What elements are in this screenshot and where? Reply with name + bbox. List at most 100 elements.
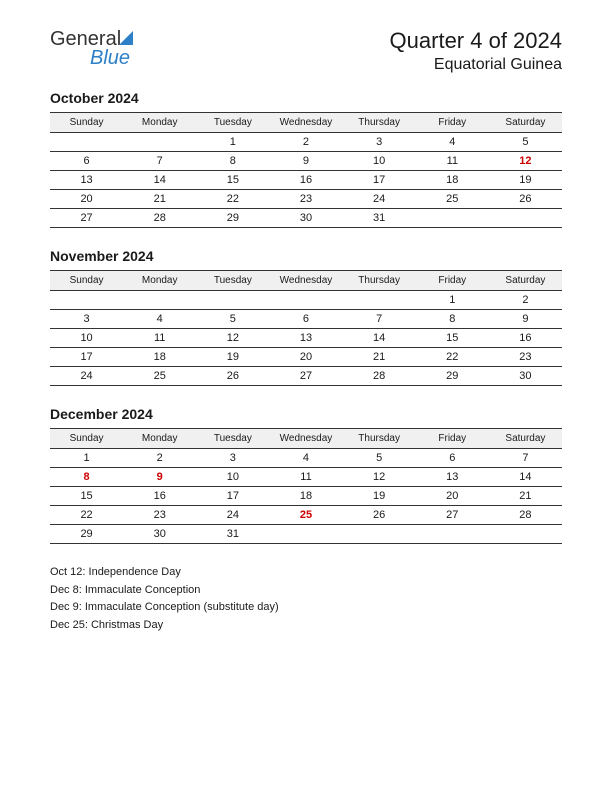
calendar-cell: 17 bbox=[50, 348, 123, 367]
calendar-cell: 31 bbox=[343, 209, 416, 228]
calendar-cell: 5 bbox=[196, 310, 269, 329]
calendar-cell: 19 bbox=[489, 171, 562, 190]
day-header: Sunday bbox=[50, 271, 123, 291]
calendar-cell: 11 bbox=[416, 152, 489, 171]
calendar-cell: 14 bbox=[489, 468, 562, 487]
calendar-cell bbox=[489, 209, 562, 228]
day-header: Saturday bbox=[489, 429, 562, 449]
calendar-row: 22232425262728 bbox=[50, 506, 562, 525]
day-header: Sunday bbox=[50, 429, 123, 449]
calendar-cell: 2 bbox=[123, 449, 196, 468]
calendar-cell: 26 bbox=[343, 506, 416, 525]
calendar-cell bbox=[416, 525, 489, 544]
calendar-cell: 23 bbox=[123, 506, 196, 525]
day-header: Wednesday bbox=[269, 429, 342, 449]
calendar-cell: 13 bbox=[269, 329, 342, 348]
calendar-cell: 4 bbox=[123, 310, 196, 329]
calendar-cell bbox=[123, 133, 196, 152]
calendar-row: 2728293031 bbox=[50, 209, 562, 228]
month-block: December 2024 SundayMondayTuesdayWednesda… bbox=[50, 406, 562, 544]
calendar-cell: 12 bbox=[343, 468, 416, 487]
calendar-cell: 9 bbox=[123, 468, 196, 487]
day-header: Tuesday bbox=[196, 113, 269, 133]
calendar-cell bbox=[50, 291, 123, 310]
calendar-cell: 7 bbox=[343, 310, 416, 329]
calendar-cell: 27 bbox=[50, 209, 123, 228]
calendar-cell: 8 bbox=[50, 468, 123, 487]
holiday-item: Oct 12: Independence Day bbox=[50, 564, 562, 581]
calendar-cell: 10 bbox=[50, 329, 123, 348]
calendar-row: 20212223242526 bbox=[50, 190, 562, 209]
calendar-cell: 26 bbox=[196, 367, 269, 386]
calendar-cell: 3 bbox=[196, 449, 269, 468]
calendar-cell: 18 bbox=[123, 348, 196, 367]
calendar-cell bbox=[123, 291, 196, 310]
calendar-cell: 27 bbox=[269, 367, 342, 386]
calendar-cell: 10 bbox=[196, 468, 269, 487]
calendar-cell: 11 bbox=[269, 468, 342, 487]
calendar-cell: 24 bbox=[343, 190, 416, 209]
calendar-cell: 6 bbox=[416, 449, 489, 468]
calendar-cell: 7 bbox=[489, 449, 562, 468]
calendar-cell: 27 bbox=[416, 506, 489, 525]
calendar-cell: 11 bbox=[123, 329, 196, 348]
calendar-row: 17181920212223 bbox=[50, 348, 562, 367]
holiday-item: Dec 25: Christmas Day bbox=[50, 617, 562, 634]
calendar-cell: 24 bbox=[196, 506, 269, 525]
logo-blue-text: Blue bbox=[90, 47, 133, 70]
calendar-cell: 31 bbox=[196, 525, 269, 544]
calendar-cell: 18 bbox=[269, 487, 342, 506]
calendar-cell: 2 bbox=[489, 291, 562, 310]
calendar-row: 12345 bbox=[50, 133, 562, 152]
calendar-cell: 30 bbox=[123, 525, 196, 544]
day-header: Monday bbox=[123, 429, 196, 449]
calendar-cell: 20 bbox=[269, 348, 342, 367]
calendar-table: SundayMondayTuesdayWednesdayThursdayFrid… bbox=[50, 270, 562, 386]
holiday-item: Dec 9: Immaculate Conception (substitute… bbox=[50, 599, 562, 616]
calendar-cell: 22 bbox=[50, 506, 123, 525]
calendar-cell: 29 bbox=[50, 525, 123, 544]
day-header: Tuesday bbox=[196, 429, 269, 449]
day-header: Thursday bbox=[343, 271, 416, 291]
calendar-cell: 25 bbox=[269, 506, 342, 525]
calendar-cell: 4 bbox=[269, 449, 342, 468]
calendar-cell bbox=[343, 525, 416, 544]
calendar-cell bbox=[196, 291, 269, 310]
calendar-cell: 21 bbox=[123, 190, 196, 209]
calendar-cell: 1 bbox=[196, 133, 269, 152]
calendar-cell: 1 bbox=[50, 449, 123, 468]
calendar-cell: 20 bbox=[50, 190, 123, 209]
quarter-title: Quarter 4 of 2024 bbox=[390, 28, 562, 54]
calendar-cell: 19 bbox=[196, 348, 269, 367]
calendar-cell bbox=[343, 291, 416, 310]
calendar-cell: 5 bbox=[489, 133, 562, 152]
title-block: Quarter 4 of 2024 Equatorial Guinea bbox=[390, 28, 562, 74]
day-header: Monday bbox=[123, 113, 196, 133]
calendar-cell: 30 bbox=[269, 209, 342, 228]
calendar-cell bbox=[489, 525, 562, 544]
day-header: Friday bbox=[416, 271, 489, 291]
calendar-row: 13141516171819 bbox=[50, 171, 562, 190]
months-container: October 2024SundayMondayTuesdayWednesday… bbox=[50, 90, 562, 544]
day-header: Thursday bbox=[343, 429, 416, 449]
calendar-cell: 25 bbox=[123, 367, 196, 386]
calendar-cell: 4 bbox=[416, 133, 489, 152]
calendar-cell: 22 bbox=[416, 348, 489, 367]
calendar-cell: 19 bbox=[343, 487, 416, 506]
day-header: Saturday bbox=[489, 271, 562, 291]
calendar-cell: 5 bbox=[343, 449, 416, 468]
day-header: Wednesday bbox=[269, 113, 342, 133]
calendar-cell: 28 bbox=[123, 209, 196, 228]
page-header: General Blue Quarter 4 of 2024 Equatoria… bbox=[50, 28, 562, 74]
calendar-row: 293031 bbox=[50, 525, 562, 544]
calendar-cell: 30 bbox=[489, 367, 562, 386]
calendar-cell: 1 bbox=[416, 291, 489, 310]
calendar-table: SundayMondayTuesdayWednesdayThursdayFrid… bbox=[50, 428, 562, 544]
month-title: October 2024 bbox=[50, 90, 562, 106]
month-title: December 2024 bbox=[50, 406, 562, 422]
calendar-cell: 15 bbox=[416, 329, 489, 348]
day-header: Saturday bbox=[489, 113, 562, 133]
calendar-cell: 3 bbox=[50, 310, 123, 329]
calendar-cell: 10 bbox=[343, 152, 416, 171]
day-header: Thursday bbox=[343, 113, 416, 133]
